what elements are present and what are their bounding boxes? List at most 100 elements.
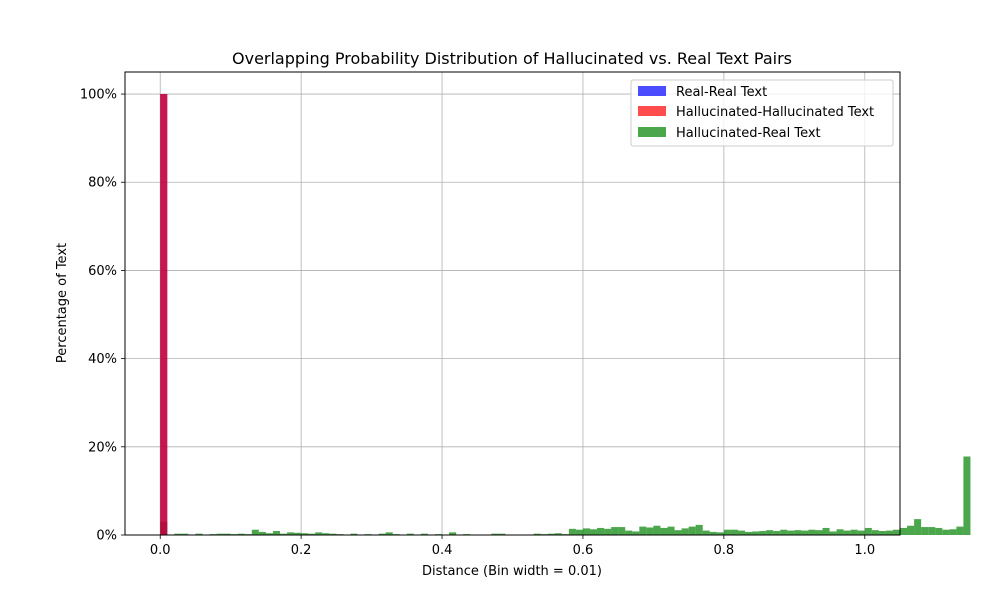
bar-hallucinated-real <box>181 533 189 535</box>
bar-hallucinated-real <box>280 533 288 535</box>
bar-hallucinated-real <box>850 529 858 535</box>
plot-frame <box>124 71 901 536</box>
bar-hallucinated-real <box>674 530 682 535</box>
bar-hallucinated-real <box>900 527 908 535</box>
bar-hallucinated-real <box>773 531 781 535</box>
bar-hallucinated-real <box>956 526 964 535</box>
x-axis-ticks: 0.0 0.2 0.4 0.6 0.8 1.0 <box>150 535 875 558</box>
bar-hallucinated-real <box>294 532 302 535</box>
y-tick-label: 20% <box>88 440 117 455</box>
x-tick-label: 0.6 <box>573 543 594 558</box>
legend: Real-Real Text Hallucinated-Hallucinated… <box>630 79 894 147</box>
bar-hallucinated-real <box>878 531 886 535</box>
bar-hallucinated-real <box>716 532 724 535</box>
y-axis-label: Percentage of Text <box>55 243 70 363</box>
bar-hallucinated-real <box>921 527 929 535</box>
bar-hallucinated-real <box>653 525 661 535</box>
bar-hallucinated-real <box>223 533 231 535</box>
bar-hallucinated-real <box>315 532 323 535</box>
bar-hallucinated-real <box>780 529 788 535</box>
bar-hallucinated-real <box>639 526 647 535</box>
bar-hallucinated-real <box>935 527 943 535</box>
bar-hallucinated-real <box>611 527 619 535</box>
bar-hallucinated-real <box>928 527 936 535</box>
y-tick-label: 100% <box>80 88 117 103</box>
bar-hallucinated-real <box>709 531 717 535</box>
chart-title: Overlapping Probability Distribution of … <box>232 49 792 68</box>
bar-hallucinated-real <box>449 532 457 535</box>
bar-hallucinated-real <box>265 533 273 535</box>
bar-hallucinated-real <box>301 533 309 535</box>
bar-hallucinated-real <box>322 533 330 535</box>
bars-primary <box>160 94 168 536</box>
bar-hallucinated-real <box>287 532 295 535</box>
legend-label-hall-real: Hallucinated-Real Text <box>676 126 821 141</box>
x-tick-label: 0.8 <box>714 543 735 558</box>
bar-hallucinated-real <box>385 532 393 535</box>
bar-hallucinated-real <box>857 530 865 535</box>
bar-hallucinated-real <box>963 456 971 535</box>
bar-hallucinated-real <box>914 519 922 535</box>
x-tick-label: 0.4 <box>432 543 453 558</box>
bar-hallucinated-hallucinated <box>160 94 168 536</box>
bar-hallucinated-real <box>871 530 879 535</box>
x-tick-label: 0.0 <box>150 543 171 558</box>
bar-hallucinated-real <box>815 530 823 535</box>
y-tick-label: 80% <box>88 176 117 191</box>
bar-hallucinated-real <box>329 533 337 535</box>
bar-hallucinated-real <box>618 527 626 535</box>
bar-hallucinated-real <box>498 533 506 535</box>
bar-hallucinated-real <box>216 533 224 535</box>
legend-label-real-real: Real-Real Text <box>676 85 767 100</box>
bar-hallucinated-real <box>604 528 612 535</box>
bar-hallucinated-real <box>308 533 316 535</box>
bar-hallucinated-real <box>660 527 668 535</box>
bar-hallucinated-real <box>597 527 605 535</box>
bar-hallucinated-real <box>568 528 576 535</box>
bar-hallucinated-real <box>258 531 266 535</box>
x-tick-label: 0.2 <box>291 543 312 558</box>
legend-swatch-hall-hall <box>638 106 666 116</box>
bar-hallucinated-real <box>759 531 767 535</box>
bar-hallucinated-real <box>752 531 760 535</box>
bar-hallucinated-real <box>822 527 830 535</box>
bar-hallucinated-real <box>949 529 957 535</box>
legend-label-hall-hall: Hallucinated-Hallucinated Text <box>676 105 874 120</box>
bar-hallucinated-real <box>272 531 280 535</box>
y-tick-label: 60% <box>88 264 117 279</box>
y-tick-label: 0% <box>96 529 117 544</box>
bar-hallucinated-real <box>766 530 774 535</box>
bar-hallucinated-real <box>836 529 844 535</box>
x-tick-label: 1.0 <box>854 543 875 558</box>
bar-hallucinated-real <box>681 528 689 535</box>
bar-hallucinated-real <box>745 531 753 535</box>
bar-hallucinated-real <box>723 529 731 535</box>
bar-hallucinated-real <box>667 526 675 535</box>
bar-hallucinated-real <box>533 533 541 535</box>
bar-hallucinated-real <box>801 530 809 535</box>
bar-hallucinated-real <box>350 533 358 535</box>
bar-hallucinated-real <box>885 530 893 535</box>
bar-hallucinated-real <box>695 524 703 535</box>
bar-hallucinated-real <box>237 533 245 535</box>
bar-hallucinated-real <box>491 533 499 535</box>
bar-hallucinated-real <box>575 529 583 535</box>
bar-hallucinated-real <box>632 531 640 535</box>
bar-hallucinated-real <box>646 527 654 535</box>
bar-hallucinated-real <box>625 530 633 535</box>
y-axis-ticks: 0% 20% 40% 60% 80% 100% <box>80 88 125 544</box>
bar-hallucinated-real <box>829 531 837 535</box>
bar-hallucinated-real <box>730 529 738 535</box>
bar-hallucinated-real <box>942 529 950 535</box>
bar-hallucinated-real <box>251 529 259 535</box>
bar-hallucinated-real <box>737 530 745 535</box>
bar-hallucinated-real <box>378 533 386 535</box>
bars-hallucinated-real <box>160 456 971 535</box>
legend-swatch-hall-real <box>638 127 666 137</box>
bar-hallucinated-real <box>420 533 428 535</box>
bar-hallucinated-real <box>406 533 414 535</box>
bar-hallucinated-real <box>688 526 696 535</box>
bar-hallucinated-real <box>907 525 915 535</box>
bar-hallucinated-real <box>195 533 203 535</box>
